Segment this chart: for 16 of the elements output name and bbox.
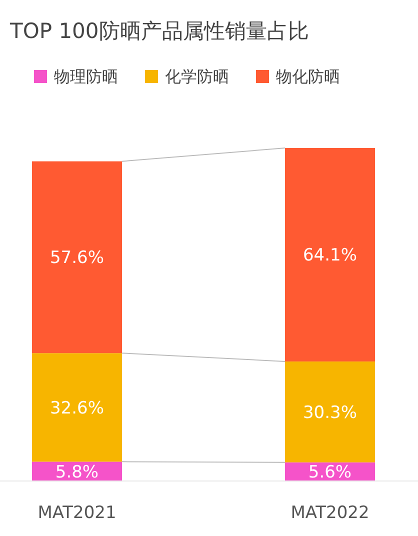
bar: [32, 353, 122, 462]
legend-label: 物化防晒: [276, 67, 340, 86]
data-label: 5.8%: [55, 462, 99, 482]
bar: [32, 161, 122, 354]
legend-label: 化学防晒: [165, 67, 229, 86]
data-label: 32.6%: [50, 398, 104, 418]
chart-title: TOP 100防晒产品属性销量占比: [9, 19, 309, 43]
x-tick-label: MAT2021: [38, 503, 116, 523]
data-label: 30.3%: [302, 402, 358, 423]
bar: [285, 361, 375, 462]
bar: [285, 148, 375, 362]
legend-label: 物理防晒: [54, 67, 118, 86]
data-label: 5.6%: [308, 462, 352, 483]
x-tick-label: MAT2022: [290, 503, 370, 523]
data-label: 57.6%: [50, 248, 104, 268]
data-label: 64.1%: [302, 246, 358, 266]
